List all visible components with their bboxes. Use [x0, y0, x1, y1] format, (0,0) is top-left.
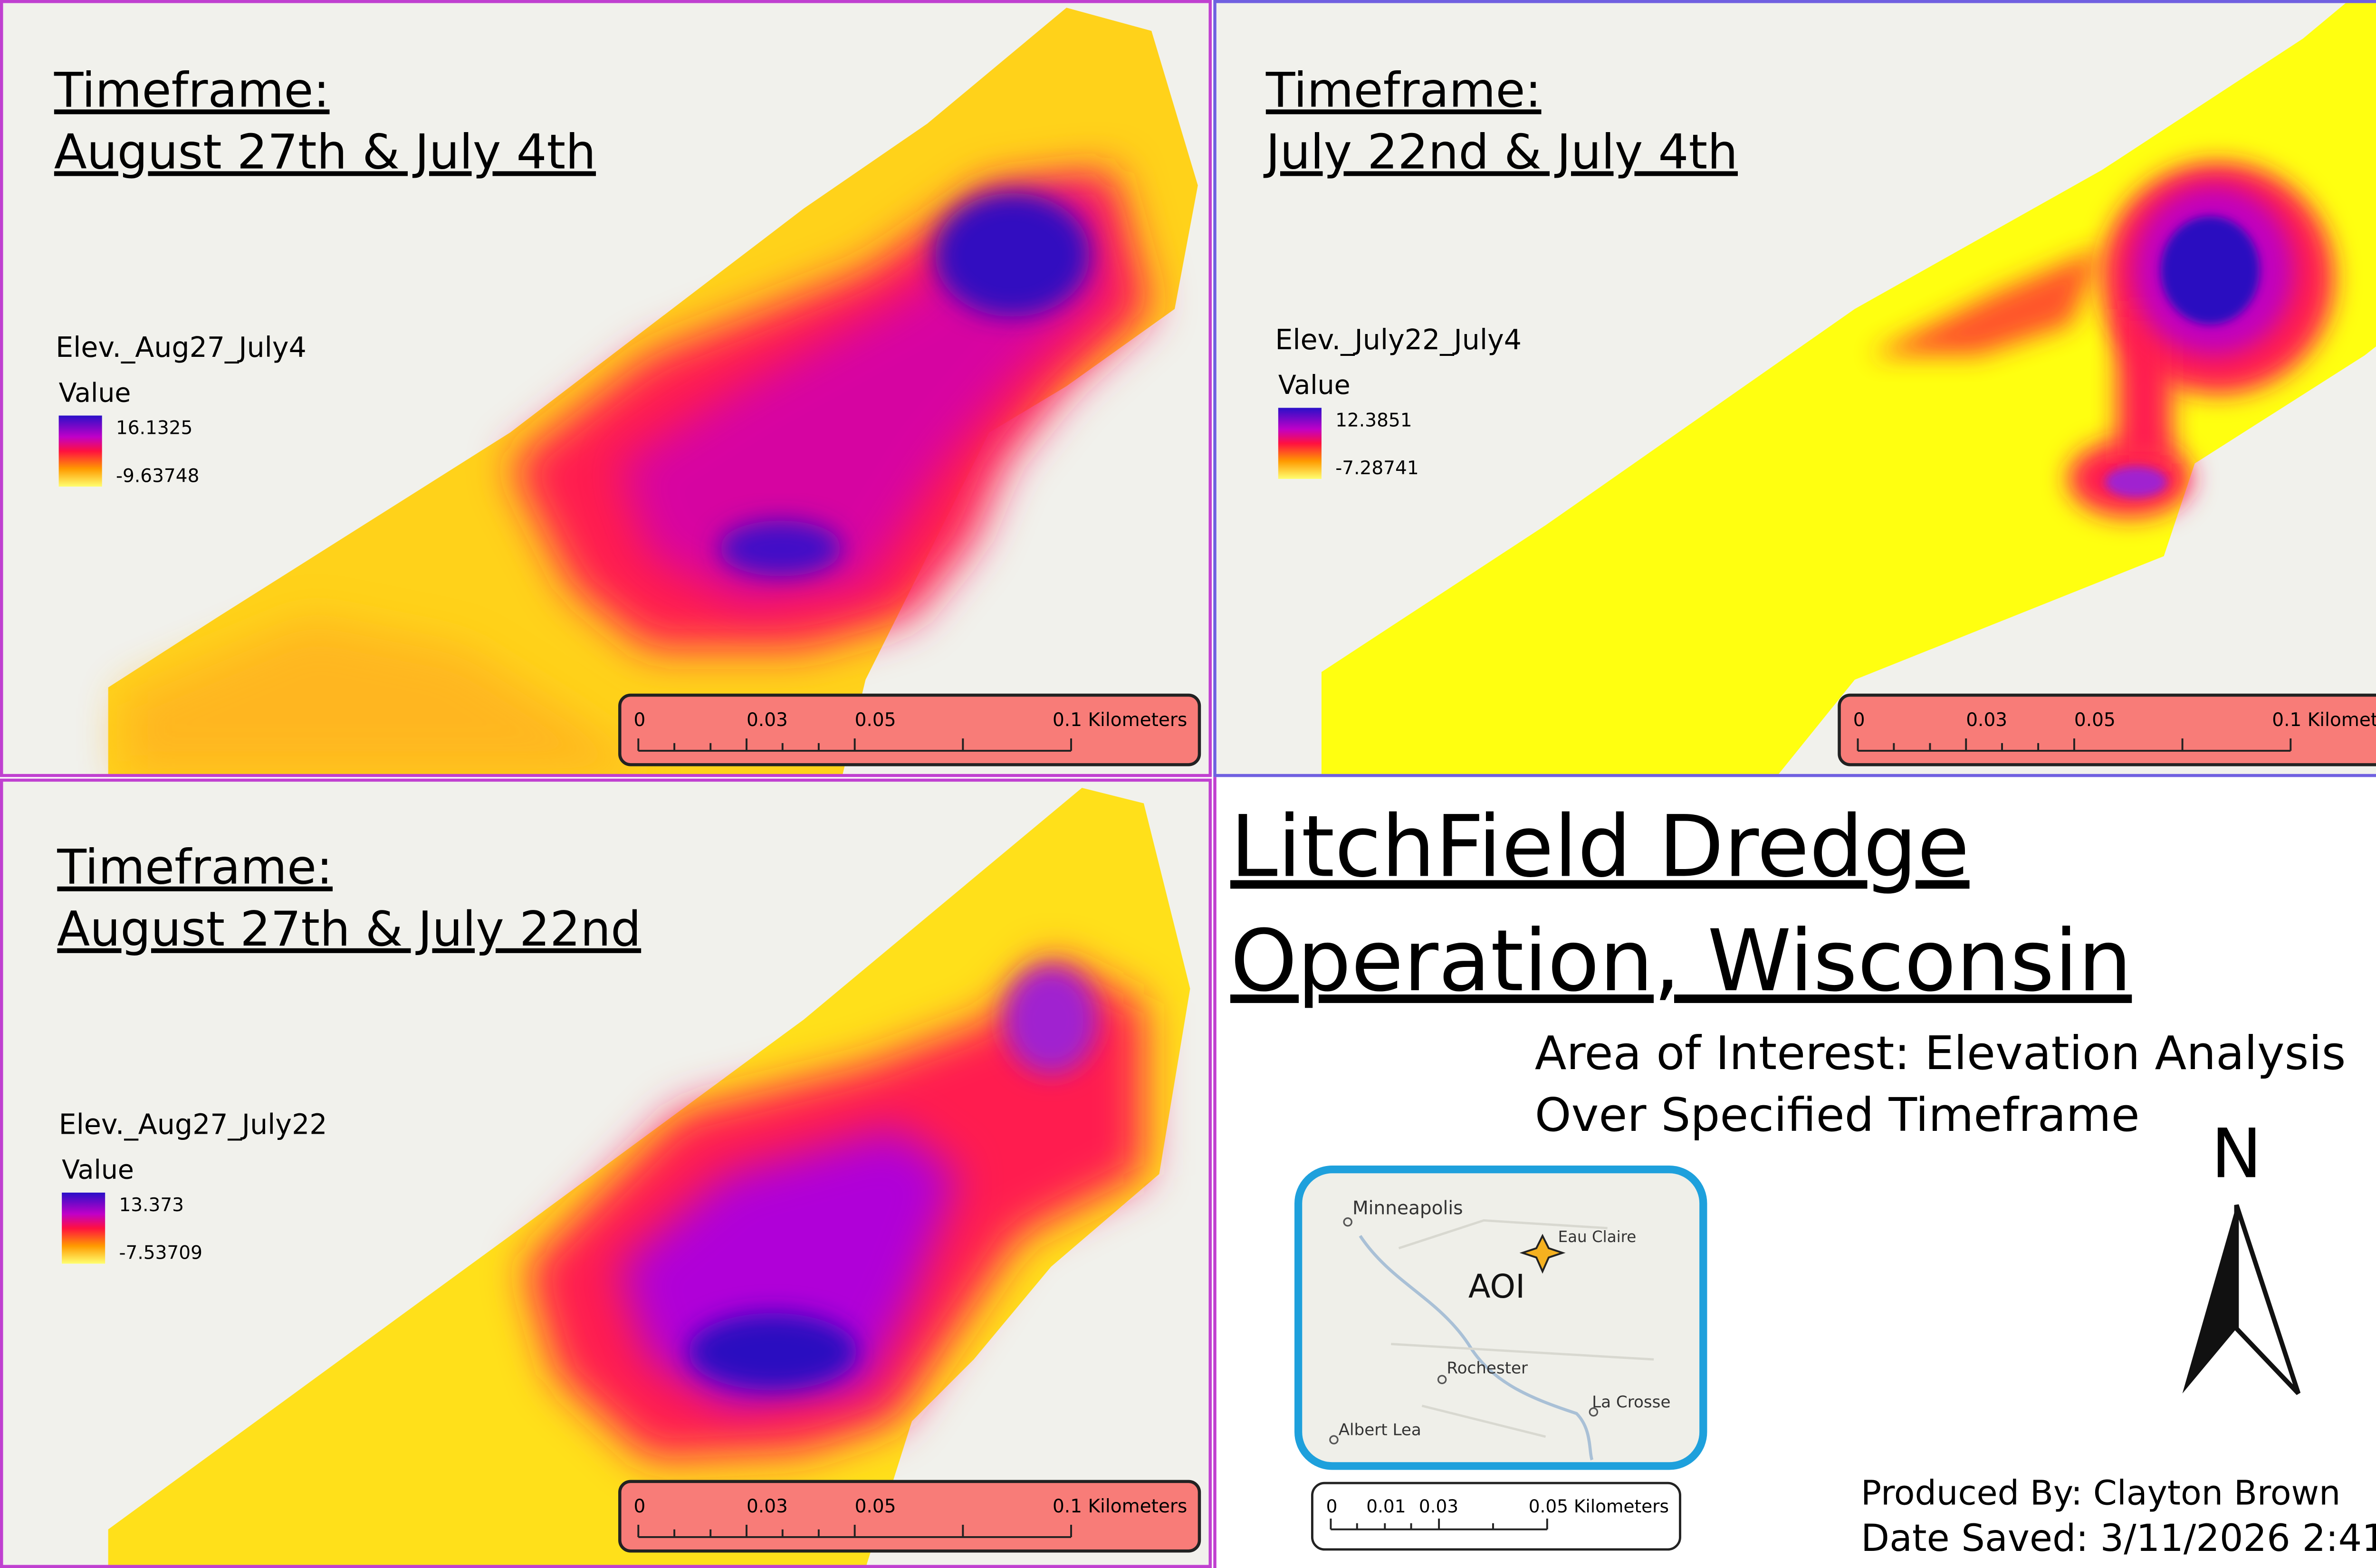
- map-frame: [1216, 0, 2376, 776]
- map-shape: [1321, 0, 2376, 776]
- scale-label: 0.1 Kilometers: [1053, 709, 1187, 731]
- scale-label: 0.01: [1366, 1496, 1406, 1517]
- legend-low: -7.28741: [1335, 458, 1418, 479]
- map-shape: [1330, 1518, 1548, 1530]
- frame-border: [0, 0, 1212, 777]
- map-shape: [124, 618, 650, 776]
- timeframe-title: Timeframe:: [54, 62, 330, 118]
- map-shape: [1519, 1233, 1566, 1274]
- map-shape: [1589, 1407, 1599, 1417]
- scale-label: 0.05: [2074, 709, 2116, 731]
- scale-label: 0: [634, 709, 646, 731]
- timeframe-title: Timeframe:: [57, 839, 333, 895]
- scale-label: 0.1 Kilometers: [2272, 709, 2376, 731]
- map-shape: [2161, 216, 2260, 325]
- legend-layer: Elev._July22_July4: [1275, 324, 1522, 356]
- scale-label: 0.05: [855, 1496, 896, 1517]
- timeframe-title: August 27th & July 22nd: [57, 901, 641, 957]
- map-shape: [2105, 466, 2167, 497]
- scale-bar-line: [1857, 738, 2292, 752]
- legend-ramp: [1278, 408, 1322, 479]
- legend-ramp: [62, 1192, 105, 1264]
- legend-low: -7.53709: [119, 1243, 202, 1264]
- scale-label: 0: [634, 1496, 646, 1517]
- inset-label: Eau Claire: [1558, 1228, 1637, 1246]
- legend-field: Value: [1278, 370, 1351, 401]
- scale-label: 0: [1853, 709, 1865, 731]
- map-shape: [1870, 247, 2102, 355]
- legend-low: -9.63748: [116, 465, 199, 487]
- map-shape: [1294, 1166, 1707, 1470]
- north-arrow: N: [2182, 1114, 2301, 1395]
- map-shape: [935, 193, 1090, 317]
- legend-high: 16.1325: [116, 418, 192, 439]
- map-shape: [688, 1313, 858, 1391]
- scale-bar-line: [637, 1524, 1072, 1538]
- inset-label: Rochester: [1447, 1358, 1528, 1377]
- scale-bar-box: [618, 693, 1201, 766]
- map-frame: [0, 0, 1210, 776]
- map-shape: [1359, 1235, 1594, 1461]
- scale-label: 0.03: [1966, 709, 2007, 731]
- map-shape: [1311, 1482, 1681, 1551]
- map-subtitle: Area of Interest: Elevation Analysis: [1535, 1026, 2346, 1080]
- scale-label: 0.05: [855, 709, 896, 731]
- scale-label: 0.1 Kilometers: [1053, 1496, 1187, 1517]
- map-shape: [2182, 1205, 2237, 1394]
- map-shape: [719, 520, 843, 576]
- scale-label: 0.05 Kilometers: [1529, 1496, 1669, 1517]
- inset-label: Albert Lea: [1339, 1420, 1421, 1439]
- frame-border: [0, 778, 1212, 1568]
- scale-label: 0.03: [747, 1496, 788, 1517]
- legend-high: 13.373: [119, 1195, 184, 1216]
- scale-bar-box: [618, 1480, 1201, 1553]
- timeframe-title: August 27th & July 4th: [54, 124, 596, 180]
- scale-bar-line: [637, 738, 1072, 752]
- map-shape: [1329, 1435, 1339, 1444]
- scale-label: 0: [1326, 1496, 1338, 1517]
- map-title: Operation, Wisconsin: [1230, 912, 2132, 1011]
- timeframe-title: July 22nd & July 4th: [1263, 124, 1738, 180]
- map-shape: [2234, 1204, 2301, 1395]
- map-subtitle: Over Specified Timeframe: [1535, 1088, 2140, 1142]
- legend-layer: Elev._Aug27_July4: [56, 331, 307, 363]
- credit-text: Date Saved: 3/11/2026 2:41 PM: [1861, 1517, 2376, 1560]
- frame-border: [1213, 0, 2376, 777]
- map-shape: [1391, 1219, 1654, 1438]
- scale-bar-box: [1838, 693, 2376, 766]
- north-label: N: [2211, 1114, 2262, 1193]
- map-shape: [1343, 1217, 1352, 1227]
- legend-layer: Elev._Aug27_July22: [59, 1108, 327, 1140]
- legend-field: Value: [62, 1155, 134, 1186]
- legend-high: 12.3851: [1335, 410, 1412, 431]
- inset-map: Minneapolis Eau Claire AOI Rochester La …: [1294, 1166, 1707, 1470]
- map-shape: [1437, 1375, 1447, 1385]
- legend-field: Value: [59, 378, 131, 408]
- inset-label: AOI: [1468, 1268, 1525, 1306]
- map-title: LitchField Dredge: [1230, 797, 1970, 896]
- timeframe-title: Timeframe:: [1265, 62, 1542, 118]
- inset-label: La Crosse: [1592, 1393, 1670, 1412]
- scale-label: 0.03: [747, 709, 788, 731]
- map-shape: [1005, 966, 1098, 1074]
- map-frame: [0, 780, 1210, 1568]
- inset-label: Minneapolis: [1352, 1197, 1463, 1219]
- credit-text: Produced By: Clayton Brown: [1861, 1473, 2340, 1513]
- legend-ramp: [58, 415, 102, 487]
- inset-scale-bar: 0 0.01 0.03 0.05 Kilometers: [1311, 1482, 1681, 1551]
- scale-label: 0.03: [1419, 1496, 1458, 1517]
